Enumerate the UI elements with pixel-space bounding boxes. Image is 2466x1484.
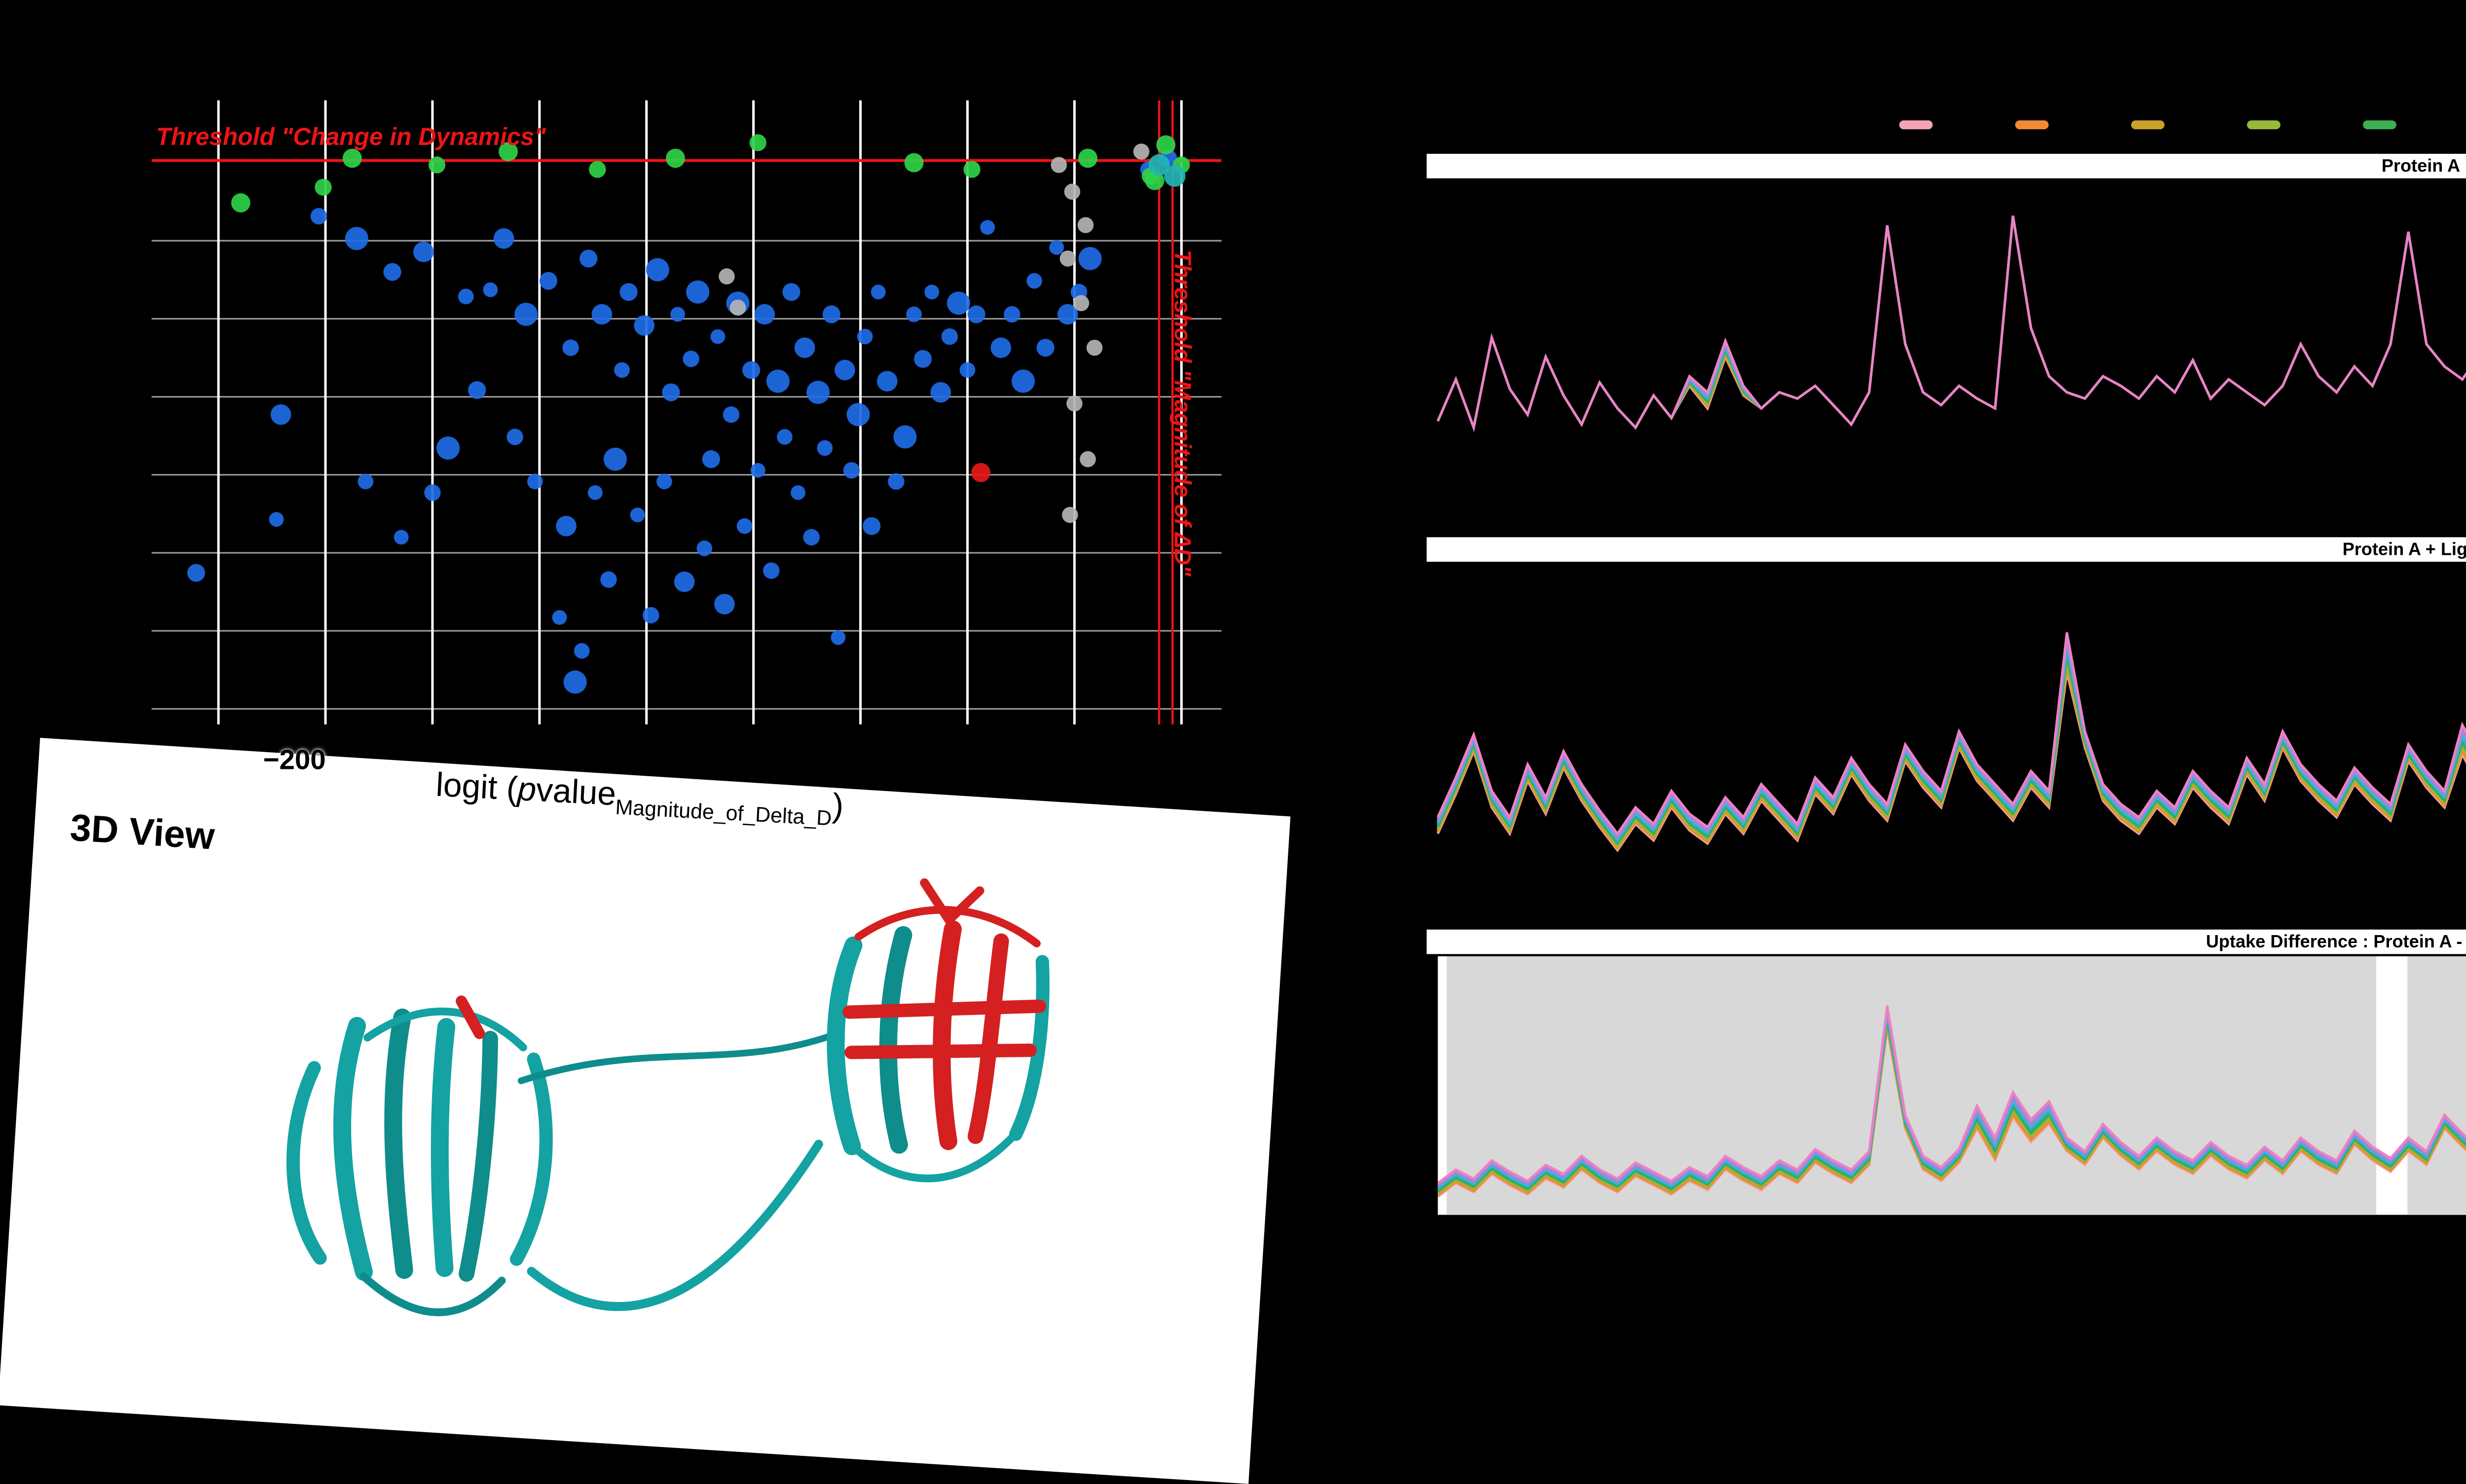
panel-3d-view: 3D View [0, 738, 1291, 1484]
legend-swatch[interactable] [2247, 120, 2281, 128]
protein-ribbon[interactable] [0, 738, 1286, 1484]
uptake-chart-protein-a[interactable] [1436, 181, 2466, 533]
app-stage: Threshold "Change in Dynamics" Threshold… [0, 100, 2466, 1484]
panel-title-uptake-difference: Uptake Difference : Protein A - (Protein… [1426, 929, 2466, 954]
legend-swatch[interactable] [2015, 120, 2049, 128]
x-axis-tick: −200 [263, 744, 326, 776]
selection-region-right[interactable] [2406, 956, 2466, 1215]
axis-label-prefix: logit ( [435, 766, 519, 809]
axis-label-p: p [516, 771, 538, 810]
timepoint-legend [1899, 120, 2466, 128]
axis-label-value: value [535, 772, 617, 814]
uptake-difference-chart[interactable] [1438, 956, 2466, 1215]
uptake-difference-panel [1438, 956, 2466, 1215]
legend-swatch[interactable] [2362, 120, 2396, 128]
volcano-plot-canvas[interactable] [151, 100, 1222, 724]
panel-title-protein-a: Protein A [1426, 153, 2466, 179]
threshold-dynamics-label: Threshold "Change in Dynamics" [156, 125, 546, 152]
threshold-magnitude-label: Threshold "Magnitude of ΔD" [1168, 250, 1195, 577]
panel-title-protein-a-ligand: Protein A + Ligand [1426, 537, 2466, 562]
axis-label-suffix: ) [831, 787, 845, 826]
legend-swatch[interactable] [1899, 120, 1933, 128]
legend-swatch[interactable] [2131, 120, 2165, 128]
uptake-chart-protein-a-ligand[interactable] [1437, 564, 2466, 925]
volcano-plot [151, 100, 1222, 724]
